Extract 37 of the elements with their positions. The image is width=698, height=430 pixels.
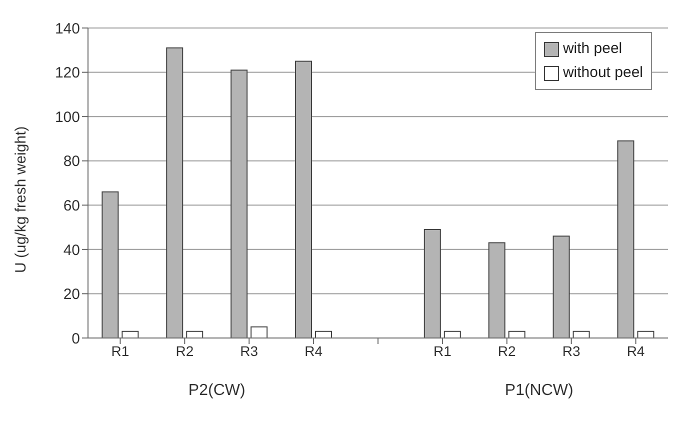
bar: [488, 242, 506, 338]
x-tick-label: R4: [626, 342, 645, 359]
legend-label: with peel: [562, 39, 622, 59]
bar: [230, 70, 248, 338]
bar: [102, 191, 119, 338]
bar: [122, 330, 139, 338]
x-tick-label: R2: [176, 342, 194, 359]
bar: [315, 330, 332, 338]
y-tick-label: 0: [72, 330, 80, 348]
bar: [166, 47, 184, 338]
text: P2(CW): [187, 382, 246, 400]
x-tick-label: R4: [304, 342, 323, 359]
x-tick-label: R1: [433, 342, 452, 359]
y-tick-label: 120: [54, 64, 80, 82]
bar: [186, 330, 204, 338]
x-tick-label: R2: [498, 342, 516, 359]
y-tick-label: 100: [54, 108, 80, 126]
x-tick-label: R3: [562, 342, 580, 359]
bar: [637, 330, 654, 338]
bar: [508, 330, 526, 338]
bar: [295, 60, 312, 338]
bar: [250, 326, 268, 338]
legend-label: without peel: [562, 63, 643, 83]
bar: [424, 229, 441, 338]
x-tick-label: R3: [240, 342, 258, 359]
bar: [617, 140, 634, 338]
bar: [572, 330, 590, 338]
y-tick-label: 60: [63, 197, 80, 214]
y-tick-label: 40: [63, 242, 80, 259]
y-tick-label: 80: [63, 153, 80, 170]
text: P1(NCW): [504, 382, 574, 400]
bar: [552, 236, 570, 338]
x-tick-label: R1: [111, 342, 130, 359]
y-tick-label: 140: [54, 20, 80, 38]
y-tick-label: 20: [63, 286, 80, 304]
y-axis-title: U (ug/kg fresh weight): [12, 126, 30, 273]
bar: [444, 330, 461, 338]
